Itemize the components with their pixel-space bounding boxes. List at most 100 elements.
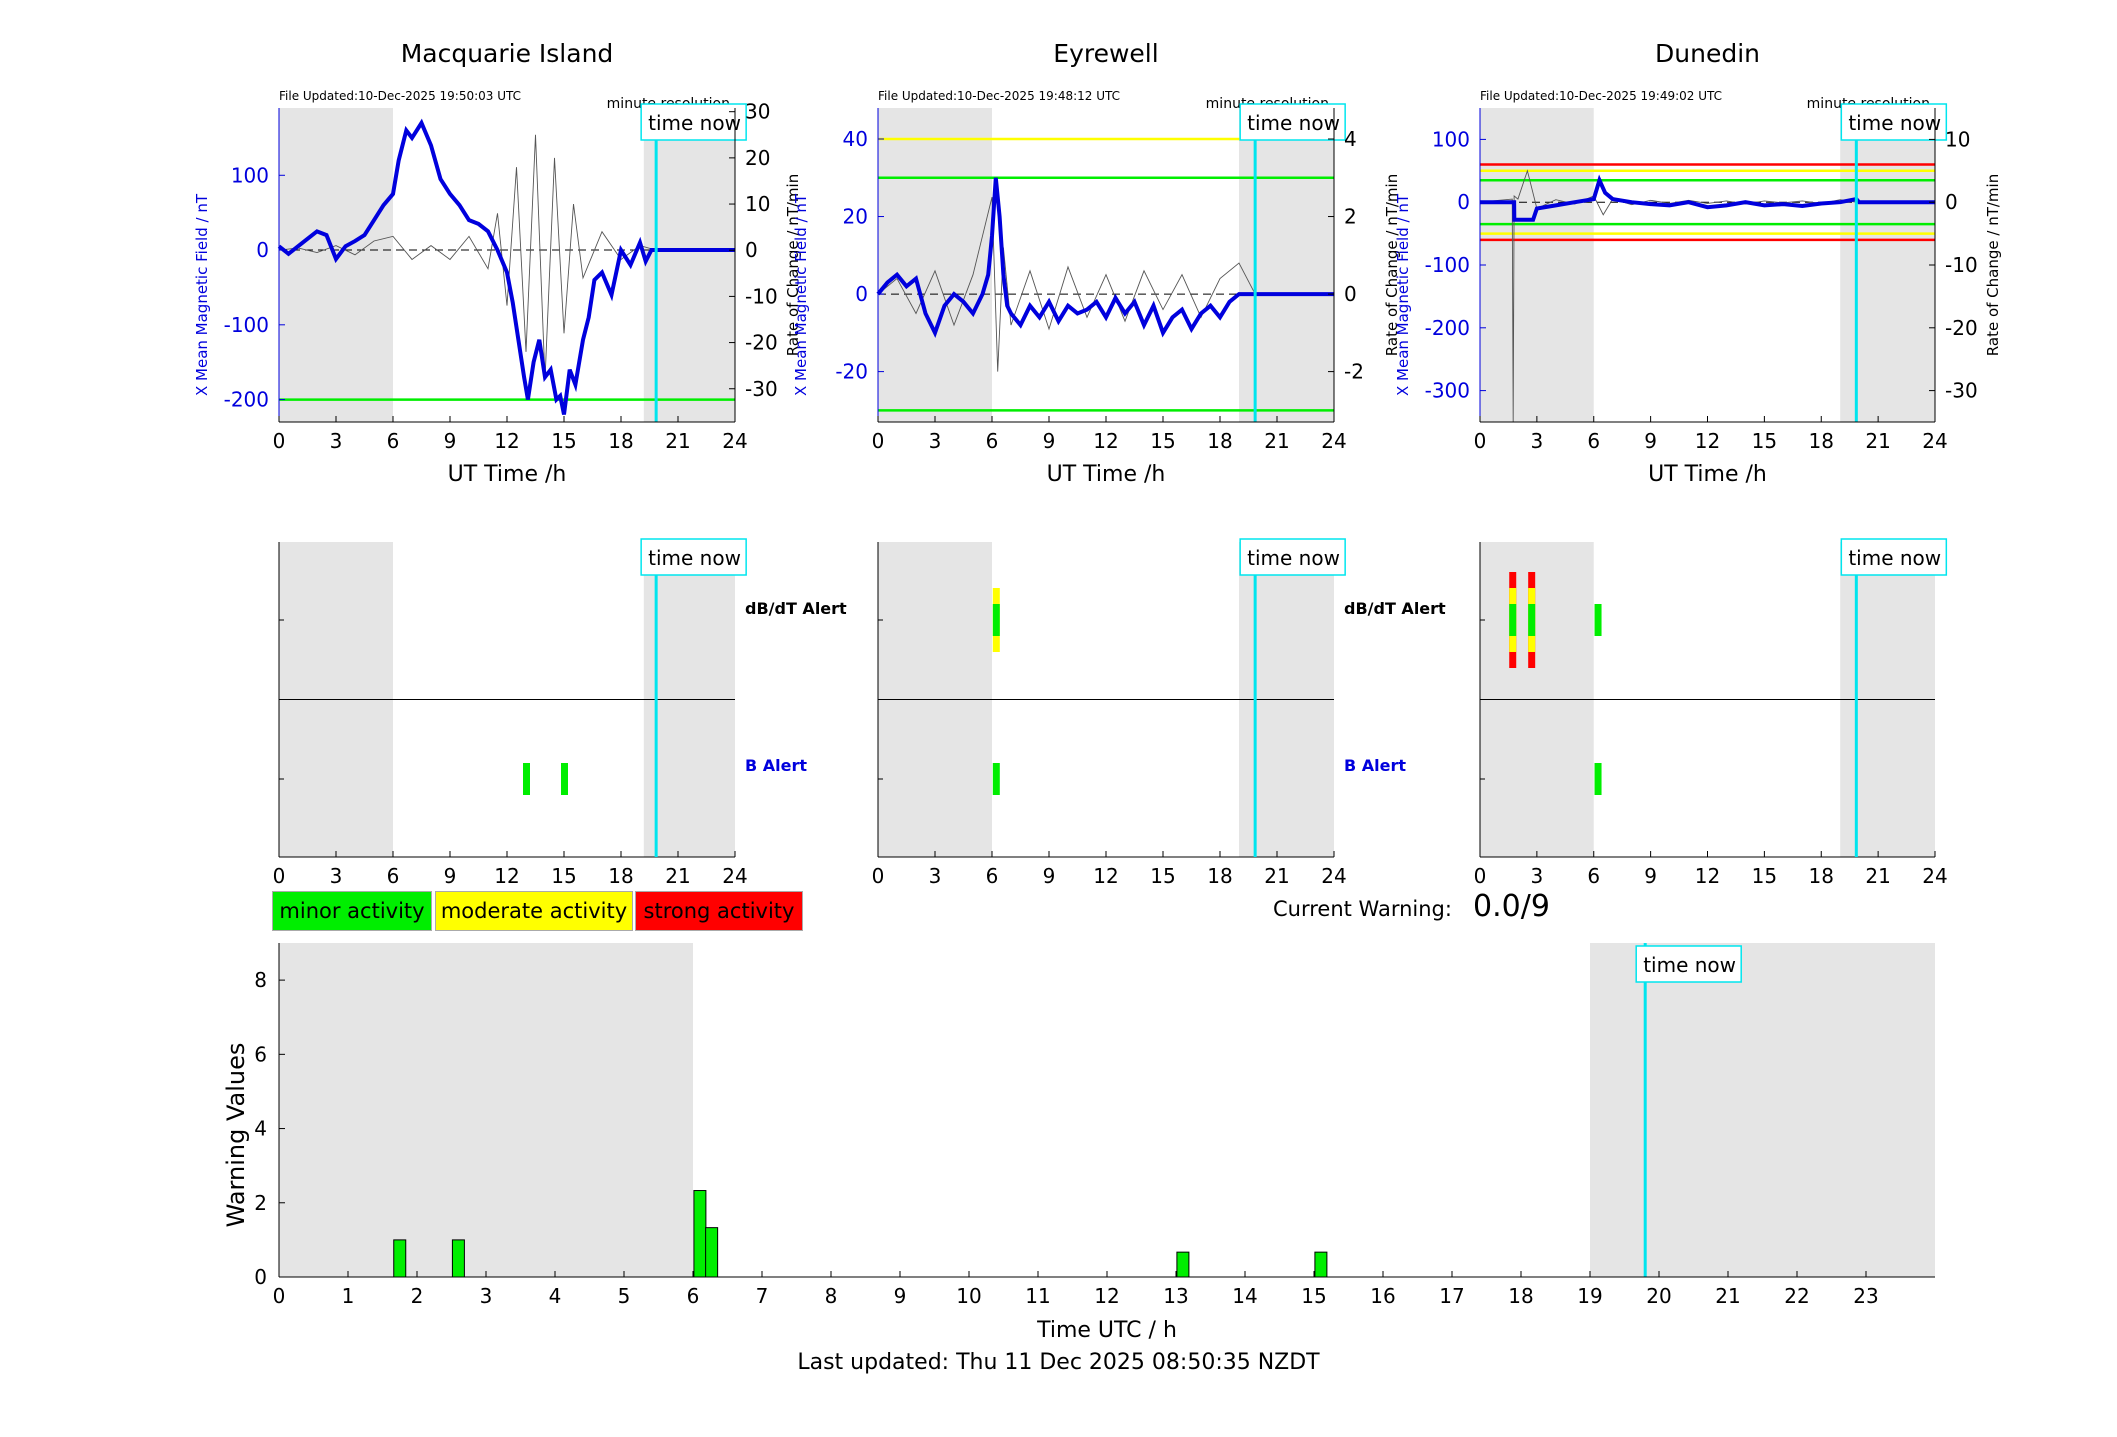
panel3-dbdt-alert-minor [1528,604,1536,636]
panel2-y-tick-label: 40 [843,127,868,151]
alert-panel-1: 0 3 6 9 12 15 18 21 24 time now dB/dT Alert B Alert [273,538,847,888]
panel3-time-now-box [1840,103,1948,141]
panel1-y-tick-label: -200 [224,388,269,412]
warning-x-tick-label: 15 [1301,1284,1326,1308]
panel2-night-band [878,108,992,422]
panel2-title: Eyrewell [1053,39,1158,68]
panel1-x-tick-label: 9 [444,429,457,453]
panel3-y-tick-label: -200 [1425,316,1470,340]
panel2-time-now-label: time now [1247,111,1340,135]
panel1-x-label: UT Time /h [448,462,567,487]
panel3-x-tick-label: 24 [1922,429,1947,453]
panel1-y-label-left: X Mean Magnetic Field / nT [193,193,211,396]
panel1-alert-time-now-box [640,538,747,576]
warning-x-tick-label: 18 [1508,1284,1533,1308]
panel2-field-line [876,177,1334,339]
panel2-alert-x-tick-label: 12 [1093,864,1118,888]
panel1-alert-x-tick-label: 21 [665,864,690,888]
panel3-y-tick-label: -300 [1425,379,1470,403]
warning-time-now-box [1635,945,1742,983]
panel3-y-tick-label: 100 [1432,127,1470,151]
panel1-night-band [279,108,393,422]
panel3-y2-tick-label: -20 [1945,316,1978,340]
panel1-b-alert-label: B Alert [745,756,807,775]
warning-x-tick-label: 1 [342,1284,355,1308]
panel1-y-tick-label: 0 [256,238,269,262]
warning-y-tick-label: 0 [254,1265,267,1289]
panel3-file-updated: File Updated:10-Dec-2025 19:49:02 UTC [1480,89,1722,103]
panel1-x-tick-label: 0 [273,429,286,453]
panel2-alert-x-tick-label: 21 [1264,864,1289,888]
warning-x-label: Time UTC / h [1036,1318,1177,1343]
panel3-alert-x-tick-label: 3 [1531,864,1544,888]
panel1-x-tick-label: 18 [608,429,633,453]
panel1-alert-x-tick-label: 6 [387,864,400,888]
panel3-x-tick-label: 15 [1752,429,1777,453]
warning-x-tick-label: 5 [618,1284,631,1308]
panel2-x-tick-label: 21 [1264,429,1289,453]
warning-y-tick-label: 2 [254,1191,267,1215]
panel3-alert-x-tick-label: 21 [1865,864,1890,888]
warning-x-tick-label: 20 [1646,1284,1671,1308]
panel1-y-tick-label: -100 [224,313,269,337]
warning-x-tick-label: 4 [549,1284,562,1308]
warning-x-tick-label: 19 [1577,1284,1602,1308]
alert-panel-2: 0 3 6 9 12 15 18 21 24 time now dB/dT Alert B Alert [872,538,1446,888]
panel1-y-tick-label: 100 [231,163,269,187]
panel3-x-tick-label: 3 [1531,429,1544,453]
panel1-y2-tick-label: -20 [745,331,778,355]
panel-3: Dunedin File Updated:10-Dec-2025 19:49:02… [1394,39,2002,487]
panel1-x-tick-label: 12 [494,429,519,453]
warning-x-tick-label: 14 [1232,1284,1257,1308]
current-warning-label: Current Warning: [1273,897,1452,921]
panel3-field-line [1480,174,1935,222]
panel2-night-band [1239,108,1334,422]
legend-minor: minor activity [272,891,432,931]
warning-x-tick-label: 10 [956,1284,981,1308]
panel1-x-tick-label: 6 [387,429,400,453]
panel1-b-alert-minor [523,763,530,795]
warning-y-label: Warning Values [222,1043,250,1228]
warning-x-tick-label: 7 [756,1284,769,1308]
panel1-x-tick-label: 21 [665,429,690,453]
legend-moderate: moderate activity [435,891,633,931]
panel3-y-tick-label: -100 [1425,253,1470,277]
panel-2: Eyrewell File Updated:10-Dec-2025 19:48:1… [792,39,1401,487]
panel1-title: Macquarie Island [401,39,614,68]
panel1-b-alert-minor [561,763,568,795]
panel3-title: Dunedin [1655,39,1760,68]
alert-panel-3: 0 3 6 9 12 15 18 21 24 time now [1474,538,1948,888]
panel3-x-tick-label: 21 [1865,429,1890,453]
panel3-x-tick-label: 6 [1587,429,1600,453]
warning-x-tick-label: 13 [1163,1284,1188,1308]
warning-bar [1314,1251,1328,1278]
warning-bar [393,1239,407,1278]
warning-night-band [1590,943,1935,1277]
panel1-night-band [643,108,735,422]
panel1-y2-tick-label: 30 [745,100,770,124]
panel3-y2-tick-label: -30 [1945,379,1978,403]
panel2-y-label-right: Rate of Change / nT/min [1383,174,1401,356]
panel3-alert-x-tick-label: 6 [1587,864,1600,888]
panel3-y2-tick-label: 10 [1945,127,1970,151]
panel2-alert-x-tick-label: 6 [986,864,999,888]
panel3-alert-x-tick-label: 15 [1752,864,1777,888]
panel2-x-label: UT Time /h [1047,462,1166,487]
panel1-x-tick-label: 24 [722,429,747,453]
warning-bar [705,1227,719,1278]
legend-moderate-label: moderate activity [440,899,628,923]
warning-x-tick-label: 2 [411,1284,424,1308]
panel1-y2-tick-label: 0 [745,238,758,262]
panel-1: Macquarie Island File Updated:10-Dec-2025… [193,39,802,487]
footer-last-updated: Last updated: Thu 11 Dec 2025 08:50:35 N… [797,1350,1320,1375]
panel2-y-label-left: X Mean Magnetic Field / nT [792,193,810,396]
panel3-alert-x-tick-label: 18 [1809,864,1834,888]
panel2-x-tick-label: 15 [1150,429,1175,453]
warning-y-tick-label: 4 [254,1117,267,1141]
panel2-y2-tick-label: 0 [1344,282,1357,306]
panel2-x-tick-label: 9 [1043,429,1056,453]
legend-strong: strong activity [635,891,803,931]
panel2-alert-time-now-label: time now [1247,546,1340,570]
panel1-y2-tick-label: 10 [745,192,770,216]
